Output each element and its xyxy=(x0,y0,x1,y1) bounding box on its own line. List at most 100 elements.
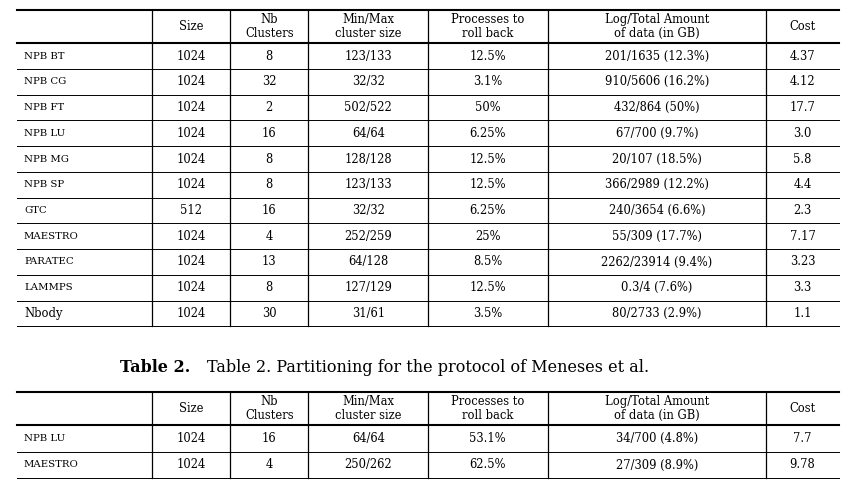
Text: 4.37: 4.37 xyxy=(790,50,815,62)
Text: PARATEC: PARATEC xyxy=(24,258,74,266)
Text: NPB SP: NPB SP xyxy=(24,180,64,189)
Text: 3.1%: 3.1% xyxy=(473,75,502,88)
Text: 31/61: 31/61 xyxy=(352,307,384,320)
Text: 25%: 25% xyxy=(475,230,501,243)
Text: MAESTRO: MAESTRO xyxy=(24,461,79,469)
Text: 1.1: 1.1 xyxy=(794,307,811,320)
Text: 4: 4 xyxy=(265,458,273,471)
Text: 128/128: 128/128 xyxy=(344,153,392,165)
Text: 0.3/4 (7.6%): 0.3/4 (7.6%) xyxy=(621,281,693,294)
Text: 1024: 1024 xyxy=(176,230,206,243)
Text: GTC: GTC xyxy=(24,206,46,215)
Text: 32/32: 32/32 xyxy=(352,75,384,88)
Text: 201/1635 (12.3%): 201/1635 (12.3%) xyxy=(604,50,709,62)
Text: 16: 16 xyxy=(262,432,276,445)
Text: 1024: 1024 xyxy=(176,432,206,445)
Text: 1024: 1024 xyxy=(176,127,206,140)
Text: 9.78: 9.78 xyxy=(789,458,816,471)
Text: 2: 2 xyxy=(265,101,273,114)
Text: LAMMPS: LAMMPS xyxy=(24,283,73,292)
Text: 4.12: 4.12 xyxy=(790,75,815,88)
Text: NPB LU: NPB LU xyxy=(24,434,65,443)
Text: 55/309 (17.7%): 55/309 (17.7%) xyxy=(612,230,702,243)
Text: 32: 32 xyxy=(262,75,276,88)
Text: 127/129: 127/129 xyxy=(344,281,392,294)
Text: 502/522: 502/522 xyxy=(344,101,392,114)
Text: 432/864 (50%): 432/864 (50%) xyxy=(614,101,699,114)
Text: 1024: 1024 xyxy=(176,178,206,191)
Text: 7.7: 7.7 xyxy=(794,432,811,445)
Text: 8: 8 xyxy=(265,281,273,294)
Text: 8: 8 xyxy=(265,50,273,62)
Text: 34/700 (4.8%): 34/700 (4.8%) xyxy=(615,432,698,445)
Text: roll back: roll back xyxy=(462,27,514,41)
Text: 64/64: 64/64 xyxy=(352,432,384,445)
Text: 240/3654 (6.6%): 240/3654 (6.6%) xyxy=(609,204,705,217)
Text: NPB BT: NPB BT xyxy=(24,52,64,61)
Text: Table 2. Partitioning for the protocol of Meneses et al.: Table 2. Partitioning for the protocol o… xyxy=(207,359,649,376)
Text: 1024: 1024 xyxy=(176,256,206,268)
Text: Processes to: Processes to xyxy=(451,13,525,26)
Text: 17.7: 17.7 xyxy=(789,101,816,114)
Text: 30: 30 xyxy=(262,307,276,320)
Text: 1024: 1024 xyxy=(176,50,206,62)
Text: Min/Max: Min/Max xyxy=(342,395,395,408)
Text: Log/Total Amount: Log/Total Amount xyxy=(604,13,709,26)
Text: 512: 512 xyxy=(181,204,202,217)
Text: 5.8: 5.8 xyxy=(794,153,811,165)
Text: 6.25%: 6.25% xyxy=(470,204,506,217)
Text: 62.5%: 62.5% xyxy=(470,458,506,471)
Text: Cost: Cost xyxy=(789,402,816,415)
Text: 12.5%: 12.5% xyxy=(469,178,506,191)
Text: cluster size: cluster size xyxy=(335,27,401,41)
Text: Min/Max: Min/Max xyxy=(342,13,395,26)
Text: of data (in GB): of data (in GB) xyxy=(614,27,699,41)
Text: 12.5%: 12.5% xyxy=(469,50,506,62)
Text: 123/133: 123/133 xyxy=(344,50,392,62)
Text: 1024: 1024 xyxy=(176,153,206,165)
Text: 123/133: 123/133 xyxy=(344,178,392,191)
Text: Size: Size xyxy=(179,20,204,33)
Text: 1024: 1024 xyxy=(176,101,206,114)
Text: Clusters: Clusters xyxy=(245,27,294,41)
Text: 67/700 (9.7%): 67/700 (9.7%) xyxy=(615,127,698,140)
Text: Cost: Cost xyxy=(789,20,816,33)
Text: 3.23: 3.23 xyxy=(790,256,815,268)
Text: NPB FT: NPB FT xyxy=(24,103,64,112)
Text: 3.5%: 3.5% xyxy=(473,307,502,320)
Text: Nbody: Nbody xyxy=(24,307,62,320)
Text: 12.5%: 12.5% xyxy=(469,281,506,294)
Text: MAESTRO: MAESTRO xyxy=(24,232,79,241)
Text: 64/64: 64/64 xyxy=(352,127,384,140)
Text: 3.0: 3.0 xyxy=(794,127,811,140)
Text: 252/259: 252/259 xyxy=(344,230,392,243)
Text: NPB CG: NPB CG xyxy=(24,78,66,86)
Text: 1024: 1024 xyxy=(176,75,206,88)
Text: 6.25%: 6.25% xyxy=(470,127,506,140)
Text: roll back: roll back xyxy=(462,409,514,422)
Text: 80/2733 (2.9%): 80/2733 (2.9%) xyxy=(612,307,702,320)
Text: 3.3: 3.3 xyxy=(794,281,811,294)
Text: Nb: Nb xyxy=(260,13,278,26)
Text: 16: 16 xyxy=(262,127,276,140)
Text: 910/5606 (16.2%): 910/5606 (16.2%) xyxy=(604,75,709,88)
Text: Size: Size xyxy=(179,402,204,415)
Text: 8: 8 xyxy=(265,178,273,191)
Text: 1024: 1024 xyxy=(176,281,206,294)
Text: of data (in GB): of data (in GB) xyxy=(614,409,699,422)
Text: 32/32: 32/32 xyxy=(352,204,384,217)
Text: Processes to: Processes to xyxy=(451,395,525,408)
Text: 20/107 (18.5%): 20/107 (18.5%) xyxy=(612,153,702,165)
Text: 27/309 (8.9%): 27/309 (8.9%) xyxy=(615,458,698,471)
Text: Nb: Nb xyxy=(260,395,278,408)
Text: Clusters: Clusters xyxy=(245,409,294,422)
Text: 1024: 1024 xyxy=(176,307,206,320)
Text: 16: 16 xyxy=(262,204,276,217)
Text: Log/Total Amount: Log/Total Amount xyxy=(604,395,709,408)
Text: 366/2989 (12.2%): 366/2989 (12.2%) xyxy=(605,178,709,191)
Text: Table 2.: Table 2. xyxy=(120,359,190,376)
Text: 250/262: 250/262 xyxy=(344,458,392,471)
Text: 1024: 1024 xyxy=(176,458,206,471)
Text: NPB MG: NPB MG xyxy=(24,155,68,163)
Text: 4.4: 4.4 xyxy=(794,178,811,191)
